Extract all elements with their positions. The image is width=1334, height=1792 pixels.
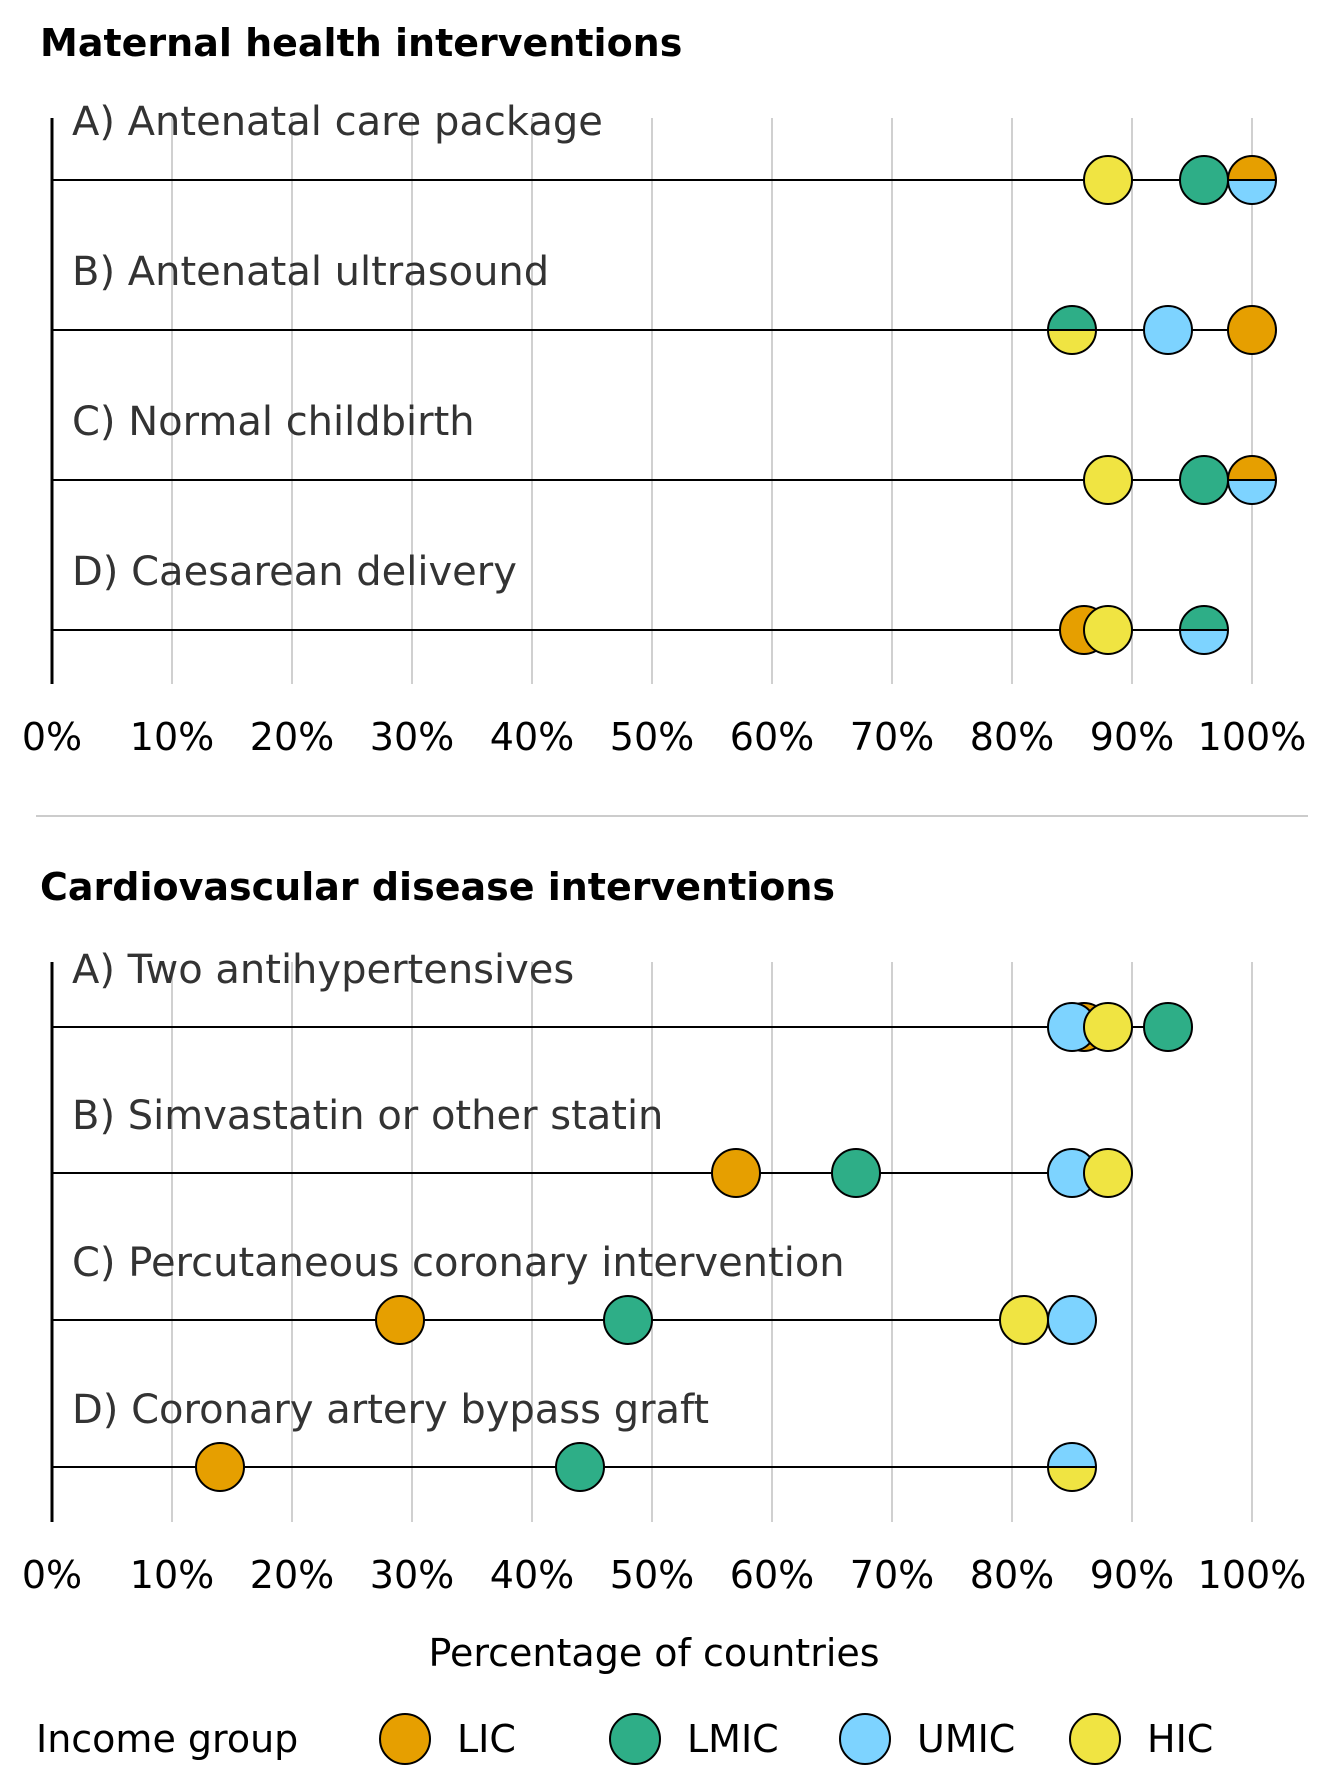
x-tick-label: 100% <box>1198 1553 1307 1597</box>
point-umic-half <box>1228 180 1276 204</box>
x-tick-label: 50% <box>610 715 694 759</box>
point-lic <box>375 1295 425 1345</box>
x-tick-label: 70% <box>850 715 934 759</box>
point-umic <box>1143 305 1193 355</box>
data-row: B) Simvastatin or other statin <box>52 1093 1133 1198</box>
rows: A) Two antihypertensives B) Simvastatin o… <box>52 947 1193 1492</box>
data-row: D) Coronary artery bypass graft <box>52 1387 1097 1492</box>
legend-swatch-lic <box>379 1713 431 1765</box>
point-hic <box>1083 605 1133 655</box>
point-lmic <box>555 1442 605 1492</box>
x-tick-label: 30% <box>370 715 454 759</box>
row-label: A) Antenatal care package <box>72 99 603 145</box>
point-outline <box>1179 605 1229 655</box>
x-tick-label: 60% <box>730 715 814 759</box>
point-lmic <box>1179 155 1229 205</box>
point-umic-half <box>1228 480 1276 504</box>
grid-lines <box>50 962 1253 1522</box>
point-hic <box>1083 455 1133 505</box>
legend-label-lic: LIC <box>457 1717 516 1761</box>
panel-title: Maternal health interventions <box>40 21 682 65</box>
x-tick-label: 50% <box>610 1553 694 1597</box>
row-label: B) Simvastatin or other statin <box>72 1093 663 1139</box>
x-tick-label: 20% <box>250 715 334 759</box>
x-tick-labels: 0% 10% 20% 30% 40% 50% 60% 70% 80% 90% 100% <box>22 715 1306 759</box>
point-lic <box>711 1148 761 1198</box>
point-lic-half <box>1228 156 1276 180</box>
x-tick-label: 90% <box>1090 1553 1174 1597</box>
x-tick-label: 80% <box>970 1553 1054 1597</box>
point-lmic <box>831 1148 881 1198</box>
x-tick-label: 40% <box>490 715 574 759</box>
point-hic-half <box>1048 1467 1096 1491</box>
row-label: C) Normal childbirth <box>72 399 475 445</box>
legend: Income group LIC LMIC UMIC HIC <box>36 1713 1213 1765</box>
legend-label-umic: UMIC <box>917 1717 1015 1761</box>
x-tick-label: 10% <box>130 715 214 759</box>
x-tick-label: 70% <box>850 1553 934 1597</box>
x-tick-label: 90% <box>1090 715 1174 759</box>
point-hic <box>1083 155 1133 205</box>
point-lmic <box>1143 1002 1193 1052</box>
point-lmic-half <box>1180 606 1228 630</box>
row-label: B) Antenatal ultrasound <box>72 249 549 295</box>
x-tick-label: 40% <box>490 1553 574 1597</box>
legend-title: Income group <box>36 1717 298 1761</box>
point-lmic <box>603 1295 653 1345</box>
point-hic <box>999 1295 1049 1345</box>
point-lmic <box>1179 455 1229 505</box>
x-tick-label: 0% <box>22 1553 82 1597</box>
data-row: A) Two antihypertensives <box>52 947 1193 1052</box>
data-row: D) Caesarean delivery <box>52 549 1229 655</box>
legend-items: LIC LMIC UMIC HIC <box>379 1713 1213 1765</box>
point-hic <box>1083 1148 1133 1198</box>
point-lic <box>1227 305 1277 355</box>
data-row: C) Percutaneous coronary intervention <box>52 1240 1097 1345</box>
x-tick-label: 30% <box>370 1553 454 1597</box>
x-tick-label: 10% <box>130 1553 214 1597</box>
legend-swatch-hic <box>1069 1713 1121 1765</box>
point-lmic-half <box>1048 306 1096 330</box>
point-umic-half <box>1048 1443 1096 1467</box>
point-umic-half <box>1180 630 1228 654</box>
data-row: B) Antenatal ultrasound <box>52 249 1277 355</box>
x-tick-label: 60% <box>730 1553 814 1597</box>
point-lic-half <box>1228 456 1276 480</box>
point-outline <box>1047 1442 1097 1492</box>
x-tick-label: 20% <box>250 1553 334 1597</box>
point-hic-half <box>1048 330 1096 354</box>
maternal-health-panel: Maternal health interventions A) Antenat… <box>22 21 1306 759</box>
point-umic <box>1047 1295 1097 1345</box>
legend-label-hic: HIC <box>1147 1717 1213 1761</box>
rows: A) Antenatal care package B) Antenatal ul… <box>52 99 1277 655</box>
point-outline <box>1047 305 1097 355</box>
row-label: D) Caesarean delivery <box>72 549 517 595</box>
row-label: D) Coronary artery bypass graft <box>72 1387 709 1433</box>
row-label: C) Percutaneous coronary intervention <box>72 1240 845 1286</box>
panel-title: Cardiovascular disease interventions <box>40 865 835 909</box>
legend-swatch-umic <box>839 1713 891 1765</box>
x-axis-label: Percentage of countries <box>428 1631 879 1675</box>
point-lic <box>195 1442 245 1492</box>
data-row: A) Antenatal care package <box>52 99 1277 205</box>
cardiovascular-panel: Cardiovascular disease interventions A) … <box>22 865 1306 1675</box>
x-tick-label: 100% <box>1198 715 1307 759</box>
data-row: C) Normal childbirth <box>52 399 1277 505</box>
row-label: A) Two antihypertensives <box>72 947 574 993</box>
grid-lines <box>50 118 1253 684</box>
x-tick-label: 80% <box>970 715 1054 759</box>
legend-swatch-lmic <box>609 1713 661 1765</box>
x-tick-label: 0% <box>22 715 82 759</box>
x-tick-labels: 0% 10% 20% 30% 40% 50% 60% 70% 80% 90% 100% <box>22 1553 1306 1597</box>
point-hic <box>1083 1002 1133 1052</box>
legend-label-lmic: LMIC <box>687 1717 779 1761</box>
